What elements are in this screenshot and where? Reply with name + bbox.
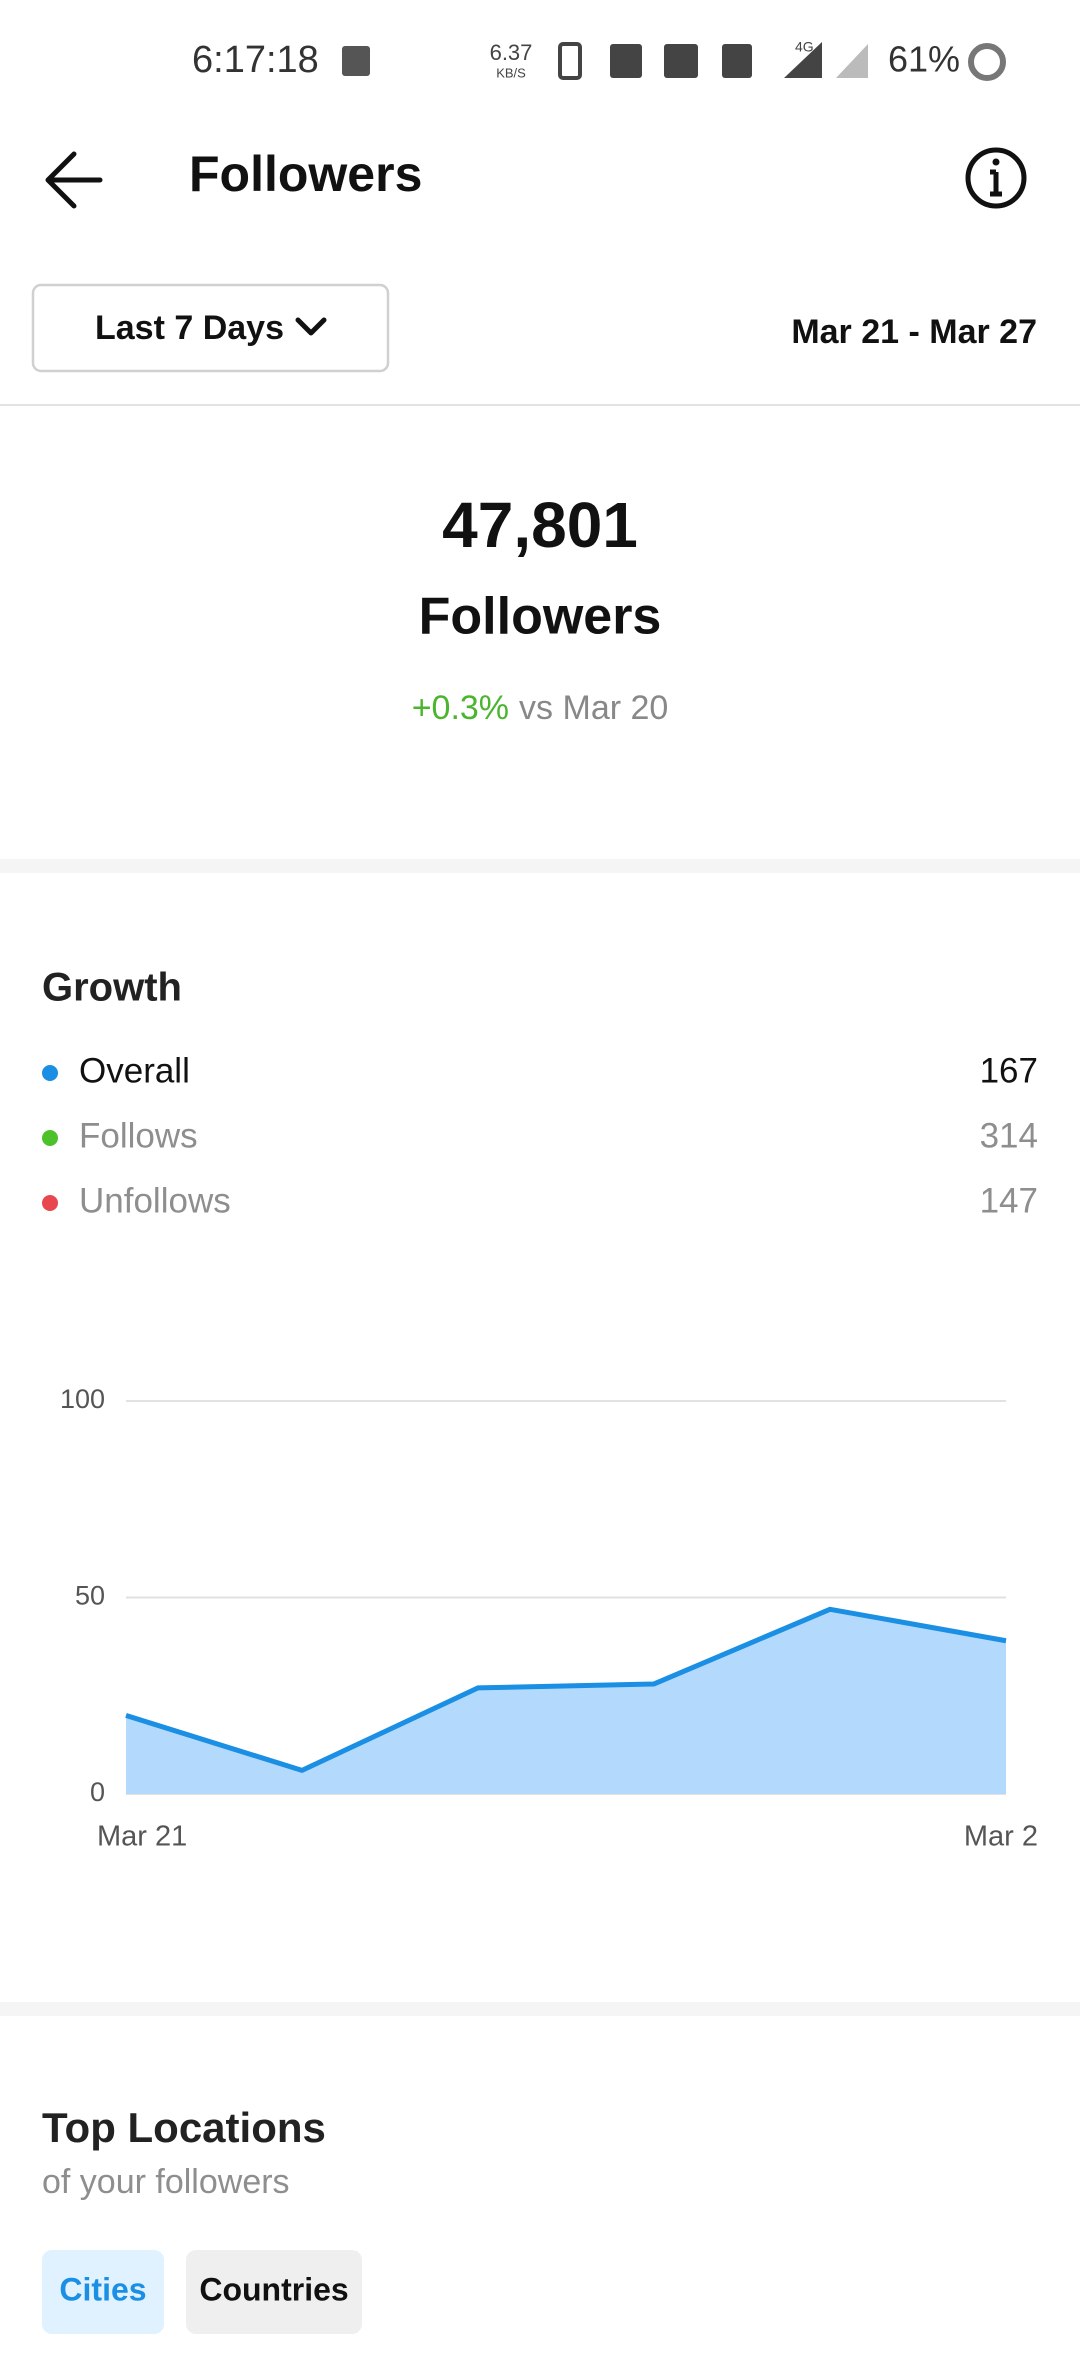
page-title: Followers bbox=[189, 146, 422, 202]
dropdown-chevron[interactable] bbox=[295, 317, 327, 336]
info-icon[interactable] bbox=[965, 147, 1027, 209]
section-gap bbox=[0, 2002, 1080, 2016]
y-tick-label: 0 bbox=[90, 1777, 105, 1807]
follower-count: 47,801 bbox=[442, 489, 638, 561]
y-tick-label: 100 bbox=[60, 1384, 105, 1414]
x-tick-label: Mar 2 bbox=[964, 1821, 1038, 1853]
follower-label: Followers bbox=[419, 588, 662, 646]
status-battery: 61% bbox=[888, 39, 960, 80]
area-fill bbox=[126, 1609, 1006, 1794]
locations-title: Top Locations bbox=[42, 2104, 326, 2151]
tab-label[interactable]: Countries bbox=[199, 2271, 348, 2307]
status-time: 6:17:18 bbox=[192, 39, 319, 81]
legend-value: 167 bbox=[980, 1051, 1038, 1090]
legend-name: Unfollows bbox=[79, 1181, 231, 1220]
area-line bbox=[125, 1606, 1007, 1773]
legend-name: Follows bbox=[79, 1116, 198, 1155]
legend-name: Overall bbox=[79, 1051, 190, 1090]
change-line: +0.3% vs Mar 20 bbox=[412, 689, 669, 727]
cities-tab[interactable]: Cities bbox=[42, 2250, 164, 2334]
tab-label[interactable]: Cities bbox=[59, 2271, 146, 2307]
growth-chart: 0 50 100 Mar 21 Mar 2 bbox=[60, 1384, 1038, 1853]
vibrate-icon bbox=[722, 44, 752, 78]
legend-dot bbox=[42, 1195, 58, 1211]
info-dot[interactable] bbox=[992, 158, 1000, 166]
legend-dot bbox=[42, 1065, 58, 1081]
locations-subtitle: of your followers bbox=[42, 2163, 290, 2201]
status-network: 4G bbox=[795, 39, 814, 55]
tab-bg[interactable] bbox=[186, 2250, 362, 2334]
range-dropdown[interactable]: Last 7 Days bbox=[31, 283, 390, 373]
back-arrow[interactable] bbox=[45, 151, 103, 209]
dropdown-box[interactable] bbox=[31, 283, 390, 373]
bluetooth-icon bbox=[610, 44, 642, 78]
dropdown-label[interactable]: Last 7 Days bbox=[95, 309, 284, 347]
info-glyph[interactable] bbox=[990, 169, 1002, 197]
tab-bg[interactable] bbox=[42, 2250, 164, 2334]
change-value: +0.3% bbox=[412, 689, 509, 727]
x-tick-label: Mar 21 bbox=[97, 1821, 187, 1853]
legend-dot bbox=[42, 1130, 58, 1146]
growth-title: Growth bbox=[42, 966, 182, 1010]
y-tick-label: 50 bbox=[75, 1581, 105, 1611]
divider bbox=[0, 404, 1080, 406]
section-gap bbox=[0, 859, 1080, 873]
growth-legend: Overall 167 Follows 314 Unfollows 147 bbox=[42, 1051, 1038, 1220]
status-speed: 6.37 bbox=[490, 40, 533, 65]
signal-icon-2 bbox=[836, 44, 868, 78]
back-button[interactable] bbox=[45, 151, 103, 209]
legend-value: 314 bbox=[980, 1116, 1038, 1155]
phone-icon bbox=[558, 42, 582, 80]
change-compare: vs Mar 20 bbox=[519, 689, 668, 727]
volte-icon bbox=[664, 44, 698, 78]
image-icon bbox=[342, 46, 370, 76]
battery-icon bbox=[968, 43, 1006, 81]
legend-value: 147 bbox=[980, 1181, 1038, 1220]
countries-tab[interactable]: Countries bbox=[186, 2250, 362, 2334]
status-speed-unit: KB/S bbox=[496, 65, 526, 80]
signal-icon bbox=[784, 42, 822, 78]
info-button[interactable] bbox=[965, 147, 1027, 209]
date-range: Mar 21 - Mar 27 bbox=[791, 313, 1037, 351]
